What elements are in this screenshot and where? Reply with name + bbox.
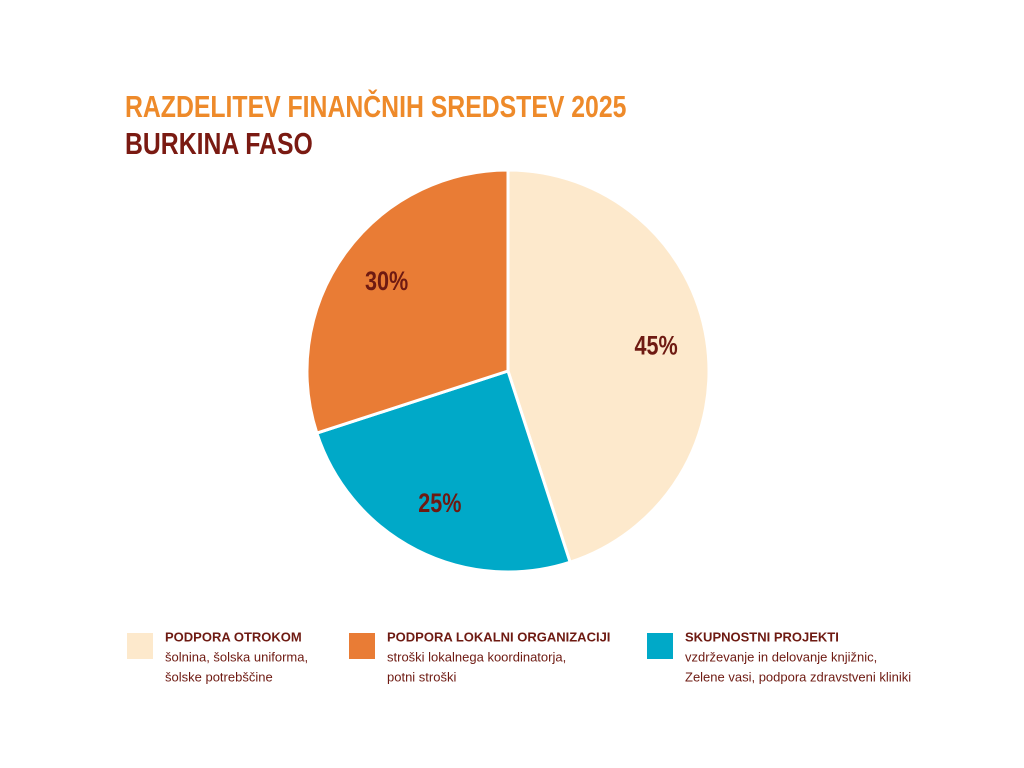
legend-description: šolske potrebščine bbox=[165, 669, 273, 684]
chart-subtitle: BURKINA FASO bbox=[125, 127, 313, 161]
slice-label: 45% bbox=[635, 331, 678, 361]
legend-name: PODPORA LOKALNI ORGANIZACIJI bbox=[387, 629, 610, 644]
slice-label: 25% bbox=[418, 489, 461, 519]
legend-swatch bbox=[647, 633, 673, 659]
legend-description: vzdrževanje in delovanje knjižnic, bbox=[685, 649, 877, 664]
pie-slice bbox=[305, 168, 510, 436]
pie-slice bbox=[506, 168, 711, 565]
slice-label: 30% bbox=[365, 267, 408, 297]
legend-swatch bbox=[349, 633, 375, 659]
legend-description: stroški lokalnega koordinatorja, bbox=[387, 649, 566, 664]
legend-name: PODPORA OTROKOM bbox=[165, 629, 302, 644]
legend-description: šolnina, šolska uniforma, bbox=[165, 649, 308, 664]
legend-name: SKUPNOSTNI PROJEKTI bbox=[685, 629, 839, 644]
chart-title: RAZDELITEV FINANČNIH SREDSTEV 2025 bbox=[125, 88, 626, 123]
legend-swatch bbox=[127, 633, 153, 659]
legend-description: Zelene vasi, podpora zdravstveni kliniki bbox=[685, 669, 911, 684]
legend-description: potni stroški bbox=[387, 669, 456, 684]
pie-slice bbox=[314, 369, 573, 574]
